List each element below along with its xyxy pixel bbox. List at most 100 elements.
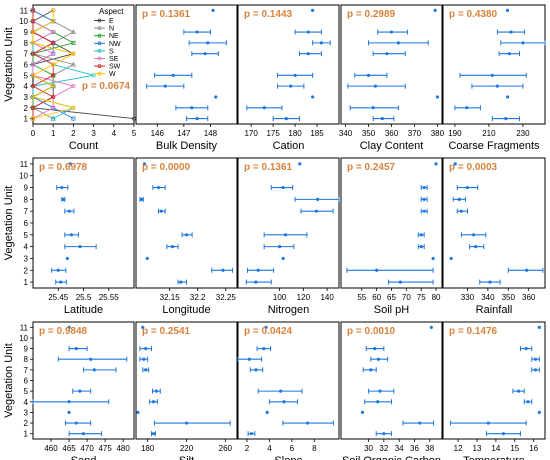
series-point xyxy=(51,8,56,13)
data-point xyxy=(319,41,324,45)
x-tick-label: 360 xyxy=(522,293,536,302)
x-tick-label: 80 xyxy=(432,293,441,302)
y-axis-label: Vegetation Unit xyxy=(3,343,15,418)
x-tick-label: 340 xyxy=(481,293,495,302)
data-point xyxy=(396,41,400,45)
x-tick-label: 185 xyxy=(310,129,324,138)
y-tick-label: 10 xyxy=(19,334,28,343)
data-point xyxy=(206,41,210,45)
data-point xyxy=(504,116,508,121)
data-point xyxy=(60,185,64,190)
p-value-label: p = 0.4380 xyxy=(449,9,498,20)
x-axis-label: Bulk Density xyxy=(156,140,218,152)
data-point xyxy=(279,389,283,393)
p-value-label: p = 0.0003 xyxy=(449,162,498,173)
series-point xyxy=(30,94,36,100)
data-point xyxy=(195,116,199,121)
panel-frame xyxy=(340,4,443,125)
y-tick-label: 7 xyxy=(24,207,29,216)
data-point xyxy=(74,346,78,351)
y-tick-label: 11 xyxy=(20,160,29,169)
data-point xyxy=(490,73,494,77)
y-tick-label: 9 xyxy=(24,345,29,354)
legend-entry: N xyxy=(109,26,114,33)
x-axis-label: Soil pH xyxy=(374,304,410,316)
x-axis-label: Slope xyxy=(274,455,302,460)
x-tick-label: 370 xyxy=(408,129,422,138)
data-point xyxy=(67,325,71,329)
y-tick-label: 7 xyxy=(24,50,29,59)
data-point xyxy=(376,400,380,404)
p-value-label: p = 0.2989 xyxy=(347,9,396,20)
data-point xyxy=(74,421,78,425)
data-point xyxy=(525,268,529,272)
data-point xyxy=(369,368,373,372)
p-value-label: p = 0.0010 xyxy=(347,326,396,337)
data-point xyxy=(144,346,148,351)
data-point xyxy=(140,197,144,201)
series-point xyxy=(51,116,56,121)
x-tick-label: 220 xyxy=(180,444,194,453)
x-tick-label: 12 xyxy=(454,444,463,453)
legend-entry: E xyxy=(109,18,114,25)
data-point xyxy=(81,432,86,436)
data-point xyxy=(184,233,189,237)
y-tick-label: 1 xyxy=(24,115,29,124)
series-point xyxy=(71,51,76,56)
data-point xyxy=(472,233,476,237)
legend-entry: NE xyxy=(109,33,119,40)
data-point xyxy=(418,421,422,425)
p-value-label: p = 0.2457 xyxy=(347,162,396,173)
legend-title: Aspect xyxy=(99,7,124,16)
y-tick-label: 9 xyxy=(24,184,29,193)
p-value-label: p = 0.1476 xyxy=(449,326,498,337)
data-point xyxy=(419,245,423,249)
x-tick-label: 350 xyxy=(362,129,376,138)
series-point xyxy=(30,73,36,78)
x-tick-label: 4 xyxy=(267,444,272,453)
x-tick-label: 2 xyxy=(71,129,76,138)
series-point xyxy=(30,8,36,13)
data-point xyxy=(59,280,63,284)
data-point xyxy=(92,368,96,372)
x-tick-label: 100 xyxy=(273,293,287,302)
legend-entry: S xyxy=(109,48,114,55)
y-tick-label: 4 xyxy=(24,243,29,252)
data-point xyxy=(375,268,379,272)
x-tick-label: 180 xyxy=(288,129,302,138)
legend-marker xyxy=(97,49,102,53)
data-point xyxy=(305,421,310,425)
data-point xyxy=(429,325,433,329)
x-tick-label: 32.2 xyxy=(190,293,206,302)
legend-entry: NW xyxy=(109,41,121,48)
x-axis-label: Sand xyxy=(71,455,97,460)
data-point xyxy=(360,410,365,415)
series-point xyxy=(71,84,76,89)
y-tick-label: 7 xyxy=(24,366,29,375)
panel-frame xyxy=(442,157,546,289)
data-point xyxy=(61,197,65,201)
data-point xyxy=(281,256,285,261)
y-tick-label: 10 xyxy=(19,172,28,181)
x-tick-label: 360 xyxy=(385,129,399,138)
data-point xyxy=(533,368,538,372)
data-point xyxy=(264,325,268,329)
x-tick-label: 8 xyxy=(312,444,317,453)
data-point xyxy=(526,400,530,404)
y-tick-label: 1 xyxy=(24,278,29,287)
data-point xyxy=(203,52,207,56)
p-value-label: p = 0.2541 xyxy=(142,326,191,337)
data-point xyxy=(306,52,310,56)
y-tick-label: 9 xyxy=(24,28,29,37)
x-tick-label: 190 xyxy=(448,129,462,138)
x-tick-label: 13 xyxy=(473,444,482,453)
data-point xyxy=(465,106,469,110)
series-point xyxy=(51,62,56,67)
x-axis-label: Nitrogen xyxy=(268,304,310,316)
data-point xyxy=(142,357,146,361)
y-tick-label: 2 xyxy=(24,419,29,428)
data-point xyxy=(459,209,463,213)
legend-entry: SE xyxy=(109,56,119,63)
data-point xyxy=(262,346,266,351)
